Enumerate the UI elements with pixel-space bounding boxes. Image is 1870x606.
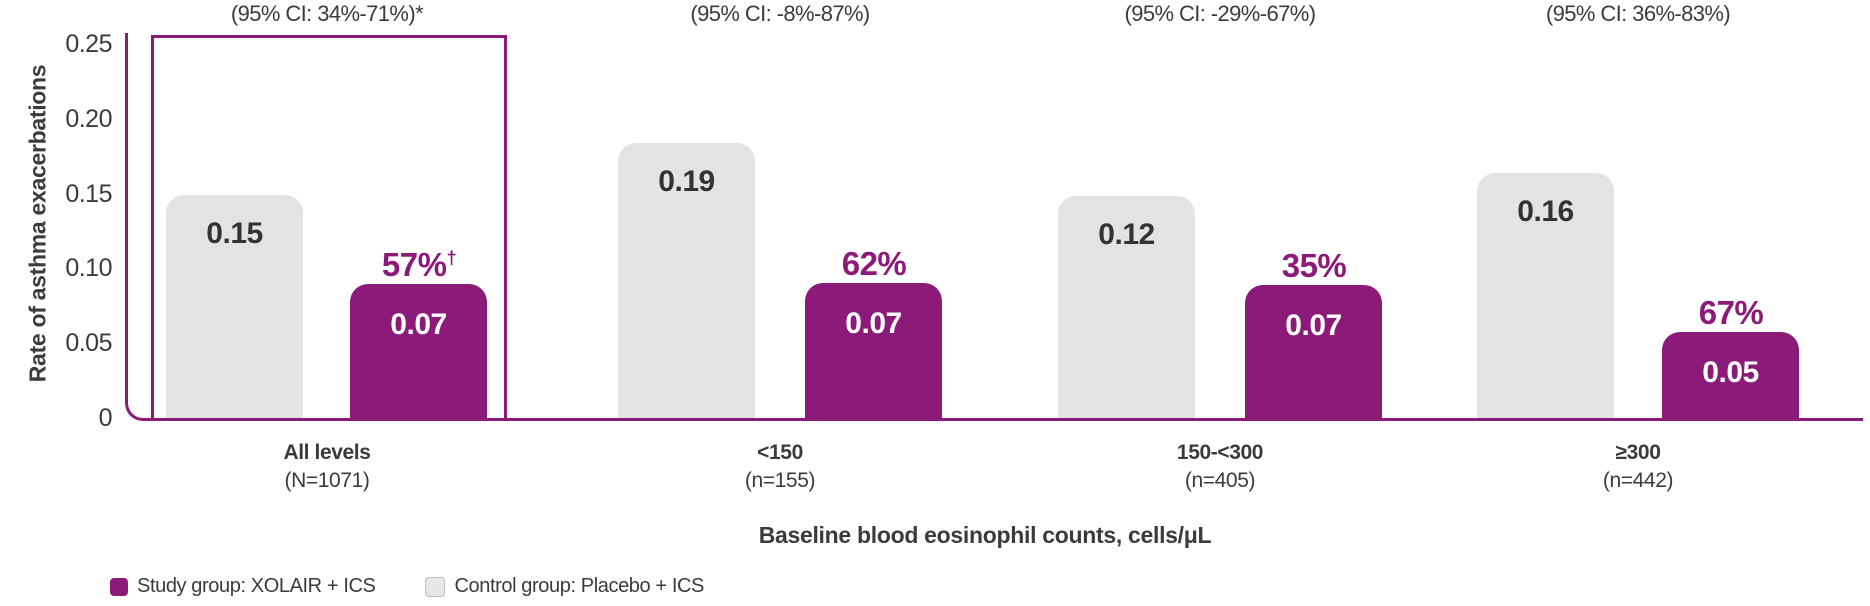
- y-tick-label: 0.20: [65, 105, 112, 133]
- y-axis-title: Rate of asthma exacerbations: [24, 64, 51, 383]
- study-value-label: 0.07: [845, 307, 902, 340]
- y-tick-label: 0.05: [65, 329, 112, 357]
- legend: Study group: XOLAIR + ICS Control group:…: [110, 575, 704, 598]
- control-bar: [1058, 196, 1195, 418]
- study-value-label: 0.07: [1285, 309, 1342, 342]
- ci-label: (95% CI: -29%-67%): [1124, 1, 1317, 26]
- reduction-percent-text: 57%: [381, 246, 447, 283]
- reduction-percent-label: 62%: [724, 237, 1024, 284]
- y-tick-label: 0.25: [65, 30, 112, 58]
- category-n-label: (n=155): [744, 469, 816, 492]
- study-value-label: 0.07: [390, 308, 447, 341]
- control-value-label: 0.19: [658, 165, 715, 198]
- y-tick-label: 0.15: [65, 180, 112, 208]
- category-n-label: (n=405): [1184, 469, 1256, 492]
- legend-item-control: Control group: Placebo + ICS: [425, 575, 704, 598]
- reduction-percent-text: 35%: [1281, 247, 1347, 284]
- reduction-percent-label: 57%†: [269, 238, 569, 285]
- study-bar: [1662, 332, 1799, 418]
- dagger-footnote-marker: †: [446, 248, 457, 268]
- ci-label: (95% CI: 34%-71%)*: [230, 1, 424, 26]
- y-tick-label: 0: [98, 404, 113, 432]
- study-bar: [350, 284, 487, 418]
- control-value-label: 0.16: [1517, 195, 1574, 228]
- study-value-label: 0.05: [1702, 356, 1759, 389]
- control-bar: [1477, 173, 1614, 418]
- category-label: ≥300: [1615, 441, 1661, 464]
- ci-label: (95% CI: -8%-87%): [690, 1, 870, 26]
- study-bar: [805, 283, 942, 418]
- reduction-percent-label: 35%: [1164, 239, 1464, 286]
- control-value-label: 0.12: [1098, 218, 1155, 251]
- x-axis-title: Baseline blood eosinophil counts, cells/…: [758, 522, 1212, 548]
- reduction-percent-text: 67%: [1698, 294, 1764, 331]
- category-label: All levels: [283, 441, 371, 464]
- control-value-label: 0.15: [206, 217, 263, 250]
- category-n-label: (N=1071): [284, 469, 370, 492]
- study-bar: [1245, 285, 1382, 418]
- category-n-label: (n=442): [1602, 469, 1674, 492]
- control-bar: [166, 195, 303, 418]
- reduction-percent-text: 62%: [841, 245, 907, 282]
- legend-label-study: Study group: XOLAIR + ICS: [137, 575, 376, 597]
- ci-label: (95% CI: 36%-83%): [1545, 1, 1731, 26]
- category-label: 150-<300: [1176, 441, 1264, 464]
- legend-swatch-study-icon: [110, 577, 128, 596]
- control-bar: [618, 143, 755, 418]
- legend-swatch-control-icon: [425, 576, 446, 597]
- legend-label-control: Control group: Placebo + ICS: [454, 575, 704, 597]
- reduction-percent-label: 67%: [1581, 286, 1870, 333]
- legend-item-study: Study group: XOLAIR + ICS: [110, 575, 376, 598]
- y-tick-label: 0.10: [65, 254, 112, 282]
- category-label: <150: [757, 441, 803, 464]
